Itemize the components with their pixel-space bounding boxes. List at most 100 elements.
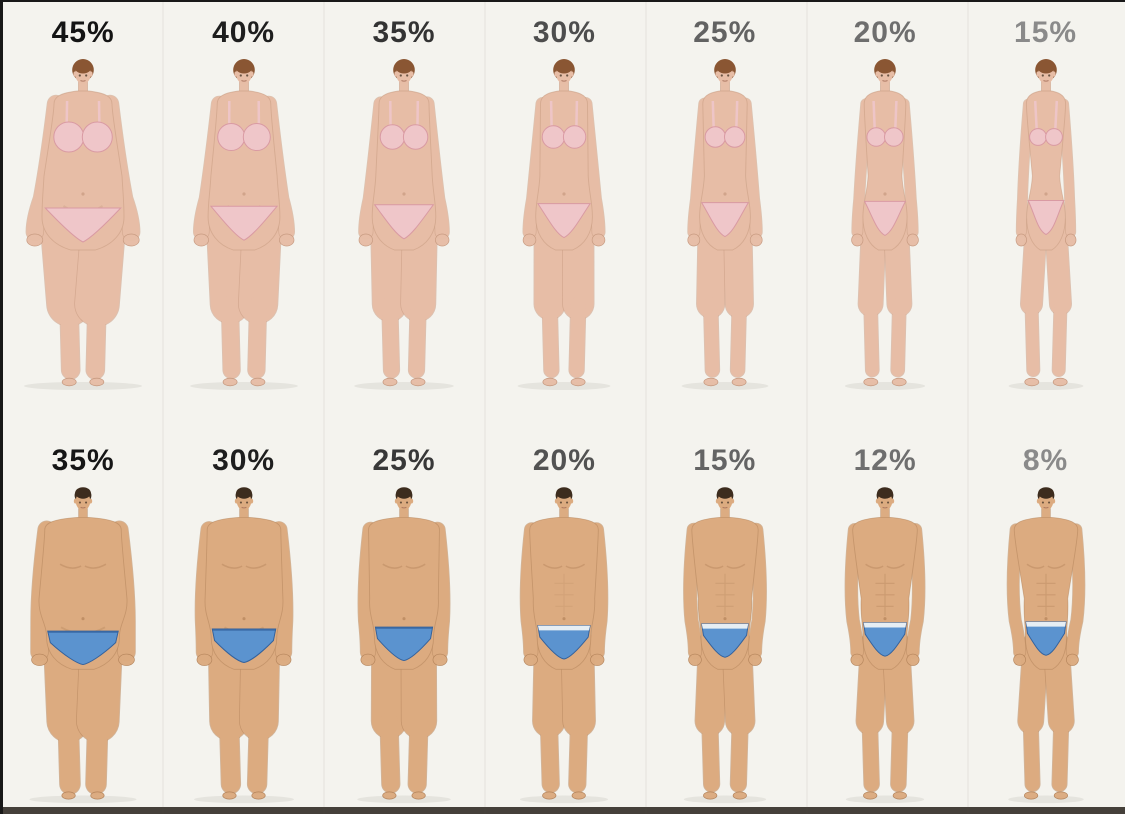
eye [1047, 501, 1050, 504]
eye [887, 501, 890, 504]
eye [1041, 74, 1044, 77]
ground-shadow [1007, 795, 1084, 804]
male-figure-30pct-image [193, 487, 294, 804]
ground-shadow [683, 795, 766, 804]
figure-arms [687, 97, 763, 247]
figure-image-holder [645, 482, 805, 807]
figure-cell-female-45pct: 45% [3, 16, 163, 394]
hair-front [1037, 487, 1054, 499]
navel [723, 617, 727, 621]
figure-head [72, 59, 94, 84]
figure-cell-female-15pct: 15% [965, 16, 1125, 394]
eye [78, 74, 82, 77]
female-figure-45pct-image [24, 59, 143, 390]
eye [726, 74, 730, 77]
figure-head [74, 487, 93, 511]
eye [85, 74, 88, 77]
figure-legs [695, 209, 754, 387]
bikini-swimsuit [537, 100, 592, 239]
figure-image-holder [966, 482, 1125, 807]
figure-image-holder [3, 54, 163, 394]
eye [720, 501, 723, 504]
navel [402, 617, 406, 621]
hair-front [716, 487, 733, 499]
bikini-swimsuit [863, 100, 907, 236]
hair-front [556, 487, 573, 499]
figure-arms [357, 521, 451, 666]
figure-head [874, 59, 896, 84]
figure-cell-female-25pct: 25% [645, 16, 805, 394]
mouth [401, 506, 407, 509]
bodyfat-percentage-label: 30% [212, 444, 276, 477]
figure-legs [1019, 212, 1072, 387]
eye [881, 501, 884, 504]
men-row: 35% 30% [3, 394, 1125, 807]
female-figure-20pct-image [845, 59, 926, 390]
eye [399, 74, 402, 77]
bodyfat-percentage-label: 15% [693, 444, 757, 477]
mouth [240, 80, 247, 82]
ground-shadow [357, 795, 451, 804]
eye [245, 501, 248, 504]
figure-head [713, 59, 736, 84]
figure-arms [851, 98, 919, 247]
figure-image-holder [164, 482, 324, 807]
bikini-swimsuit [1026, 100, 1065, 236]
ground-shadow [193, 795, 294, 804]
bikini-swimsuit [700, 100, 749, 238]
hair-front [234, 59, 253, 74]
navel [562, 617, 566, 621]
eye [880, 74, 884, 77]
eye [79, 501, 82, 504]
bikini-swimsuit [44, 100, 123, 243]
figure-head [555, 487, 574, 511]
mouth [882, 80, 888, 82]
ground-shadow [354, 382, 454, 390]
male-figure-12pct-image [844, 487, 926, 804]
bodyfat-percentage-label: 40% [212, 16, 276, 49]
figure-image-holder [484, 54, 644, 394]
ground-shadow [1008, 382, 1083, 390]
mouth [80, 506, 86, 509]
ground-shadow [24, 382, 143, 390]
figure-head [234, 487, 253, 511]
chest-definition [382, 563, 426, 569]
bodyfat-percentage-label: 35% [372, 16, 436, 49]
swim-briefs [537, 625, 592, 660]
figure-head [394, 487, 414, 511]
male-figure-15pct-image [682, 487, 767, 804]
figure-head [232, 59, 255, 84]
mouth [561, 506, 567, 509]
figure-head [875, 487, 895, 511]
abs-definition [1035, 573, 1056, 616]
mouth [1042, 506, 1049, 509]
male-figure-25pct-image [357, 487, 451, 804]
figure-image-holder [324, 54, 484, 394]
hair-front [1036, 59, 1055, 74]
eye [239, 74, 242, 77]
figure-cell-male-20pct: 20% [484, 444, 644, 807]
navel [883, 617, 887, 621]
chest-definition [865, 563, 905, 569]
navel [1043, 192, 1048, 196]
figure-image-holder [645, 54, 805, 394]
figure-cell-male-12pct: 12% [805, 444, 965, 807]
mouth [1042, 80, 1049, 82]
figure-head [553, 59, 576, 84]
ground-shadow [189, 382, 298, 390]
mouth [722, 80, 728, 82]
chest-definition [221, 563, 267, 569]
navel [81, 192, 85, 196]
bodyfat-percentage-label: 15% [1014, 16, 1078, 49]
figure-cell-female-20pct: 20% [805, 16, 965, 394]
eye [406, 74, 409, 77]
figure-head [1036, 487, 1055, 511]
eye [1047, 74, 1050, 77]
abs-definition [875, 573, 895, 616]
mouth [240, 506, 247, 509]
navel [723, 192, 727, 196]
hair-front [235, 487, 252, 499]
navel [81, 617, 85, 621]
figure-image-holder [164, 54, 324, 394]
